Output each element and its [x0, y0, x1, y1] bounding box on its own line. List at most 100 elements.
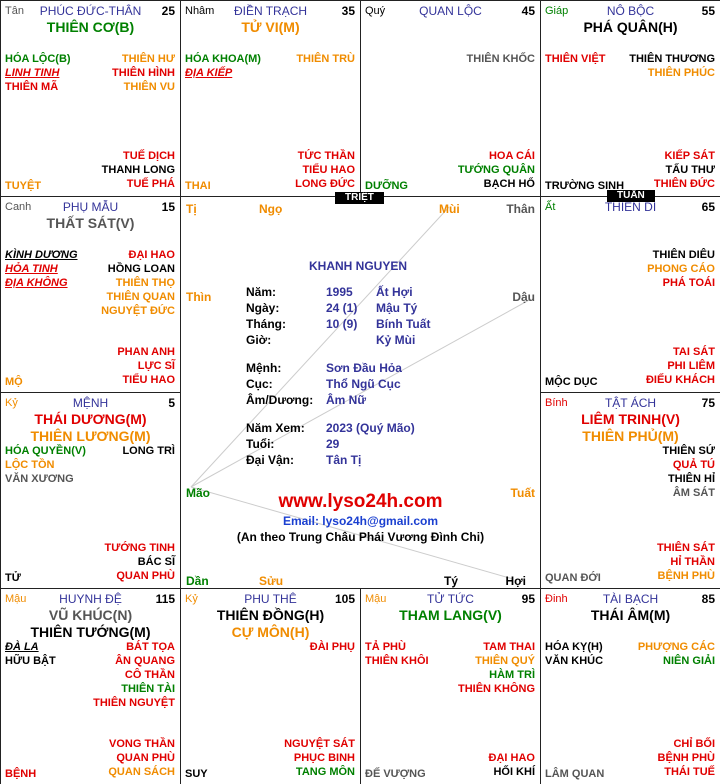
main-star: THAM LANG(V) [399, 607, 502, 623]
right-star: NIÊN GIẢI [663, 655, 715, 667]
right-star: THIÊN HÌNH [112, 67, 175, 79]
bottom-star: ĐẠI HAO [488, 752, 535, 764]
link-line [190, 298, 532, 488]
palace-stem: Ất [545, 201, 556, 213]
info-can-chi: Mậu Tý [376, 301, 418, 315]
life-stage: SUY [185, 768, 208, 780]
bottom-star: TỨC THẦN [297, 150, 355, 162]
branch-label: Thân [506, 202, 535, 216]
bottom-star: HỐI KHÍ [493, 766, 535, 778]
palace-age: 35 [341, 4, 355, 18]
info-label: Đại Vận: [246, 453, 295, 467]
palace-stem: Đinh [545, 593, 568, 605]
palace-age: 115 [155, 592, 175, 606]
info-label: Giờ: [246, 333, 272, 347]
palace-cell: Tân PHÚC ĐỨC-THÂN 25 THIÊN CƠ(B) HÓA LỘC(B) L… [1, 1, 181, 197]
palace-age: 85 [701, 592, 715, 606]
main-star: CỰ MÔN(H) [231, 624, 310, 640]
left-star: HÓA LỘC(B) [5, 53, 71, 65]
palace-cell: Giáp NÔ BỘC 55 PHÁ QUÂN(H) THIÊN VIỆT THIÊN T… [541, 1, 720, 197]
left-star: HỮU BẬT [5, 655, 56, 667]
life-stage: MỘ [5, 376, 23, 388]
branch-label: Sửu [259, 574, 284, 588]
main-star: VŨ KHÚC(N) [48, 607, 133, 623]
palace-name: PHỤ MẪU [62, 200, 119, 214]
right-star: ĐẠI HAO [128, 249, 175, 261]
right-star: BÁT TỌA [126, 641, 175, 653]
bottom-star: TẤU THƯ [665, 164, 715, 176]
main-star: THIÊN CƠ(B) [46, 19, 135, 35]
center-panel: Tị Ngọ Mùi Thân Dậu Tuất Hợi Tý Sửu Dần Mão Thìn KHA… [181, 197, 541, 589]
info-can-chi: Bính Tuất [376, 317, 431, 331]
palace-stem: Nhâm [185, 5, 215, 17]
bottom-star: PHAN ANH [117, 346, 175, 358]
info-can-chi: Kỷ Mùi [376, 333, 416, 347]
bottom-star: TƯỚNG QUÂN [457, 164, 535, 176]
bottom-star: NGUYỆT SÁT [284, 738, 355, 750]
right-star: THIÊN QUÝ [475, 655, 535, 667]
life-stage: THAI [185, 180, 211, 192]
palace-cell: Quý QUAN LỘC 45 THIÊN KHỐC HOA CÁI TƯỚNG QUÂN… [361, 1, 541, 197]
life-stage: QUAN ĐỚI [545, 572, 601, 584]
bottom-star: TUẾ DỊCH [123, 150, 175, 162]
bottom-star: PHI LIÊM [667, 360, 715, 372]
bottom-star: QUAN SÁCH [108, 766, 175, 778]
right-star: THIÊN HỈ [667, 473, 715, 485]
main-star: THẤT SÁT(V) [46, 215, 135, 231]
right-star: ÂN QUANG [115, 655, 175, 667]
branch-label: Dậu [512, 290, 535, 304]
palace-name: MỆNH [72, 396, 109, 410]
palace-cell: Kỷ PHU THÊ 105 THIÊN ĐỒNG(H) CỰ MÔN(H) ĐÀI PH… [181, 589, 361, 784]
branch-label: Hợi [505, 574, 526, 588]
left-star: ĐỊA KHÔNG [5, 277, 68, 289]
info-label: Âm/Dương: [246, 393, 314, 407]
left-star: THIÊN KHÔI [365, 655, 429, 667]
right-star: THIÊN TÀI [121, 683, 175, 695]
palace-age: 55 [701, 4, 715, 18]
left-star: HÓA KHOA(M) [185, 53, 261, 65]
bottom-star: PHỤC BINH [293, 752, 355, 764]
right-star: ÂM SÁT [672, 487, 715, 499]
right-star: PHÁ TOÁI [662, 277, 715, 289]
bottom-star: THIÊN SÁT [656, 542, 715, 554]
palace-cell: Nhâm ĐIỀN TRẠCH 35 TỬ VI(M) HÓA KHOA(M) ĐỊA K… [181, 1, 361, 197]
bottom-star: TIỂU HAO [302, 164, 355, 176]
palace-stem: Tân [5, 5, 24, 17]
bottom-star: BỆNH PHÙ [657, 570, 715, 582]
right-star: THIÊN VU [123, 81, 175, 93]
left-star: VĂN XƯƠNG [5, 473, 74, 485]
bottom-star: ĐIẾU KHÁCH [645, 374, 715, 386]
palace-name: THIÊN DI [604, 200, 657, 214]
right-star: THIÊN SỨ [662, 445, 715, 457]
left-star: LỘC TỒN [5, 459, 55, 471]
info-number: 24 (1) [326, 301, 358, 315]
palace-cell: Kỷ MỆNH 5 THÁI DƯƠNG(M) THIÊN LƯƠNG(M) HÓA QU… [1, 393, 181, 589]
info-label: Năm Xem: [246, 421, 305, 435]
bottom-star: THIÊN ĐỨC [653, 178, 715, 190]
left-star: VĂN KHÚC [545, 655, 604, 667]
branch-label: Ngọ [259, 202, 283, 216]
palace-stem: Kỷ [5, 397, 18, 409]
bottom-star: QUAN PHÙ [116, 752, 175, 764]
tuan-marker: TUẦN [607, 190, 655, 202]
bottom-star: HOA CÁI [488, 150, 535, 162]
info-can-chi: Ất Hợi [376, 285, 413, 299]
life-stage: ĐẾ VƯỢNG [365, 768, 426, 780]
palace-cell: Bính TẬT ÁCH 75 LIÊM TRINH(V) THIÊN PHỦ(M) TH… [541, 393, 720, 589]
palace-cell: Ất THIÊN DI 65 THIÊN DIÊU PHONG CÁO PHÁ TOÁI T… [541, 197, 720, 393]
right-star: PHƯỢNG CÁC [637, 641, 715, 653]
palace-name: PHU THÊ [244, 592, 297, 606]
right-star: THIÊN HƯ [121, 53, 175, 65]
palace-cell: Đinh TÀI BẠCH 85 THÁI ÂM(M) HÓA KỴ(H) VĂN KHÚ… [541, 589, 720, 784]
center-lines [190, 206, 532, 580]
right-star: THIÊN KHÔNG [458, 683, 535, 695]
bottom-star: QUAN PHÙ [116, 570, 175, 582]
bottom-star: VONG THẦN [109, 738, 175, 750]
bottom-star: TAI SÁT [673, 346, 715, 358]
website: www.lyso24h.com [278, 491, 443, 512]
triet-marker: TRIỆT [335, 192, 384, 204]
branch-label: Tuất [510, 486, 535, 500]
left-star: ĐỊA KIẾP [185, 67, 233, 79]
info-label: Cục: [246, 377, 273, 391]
